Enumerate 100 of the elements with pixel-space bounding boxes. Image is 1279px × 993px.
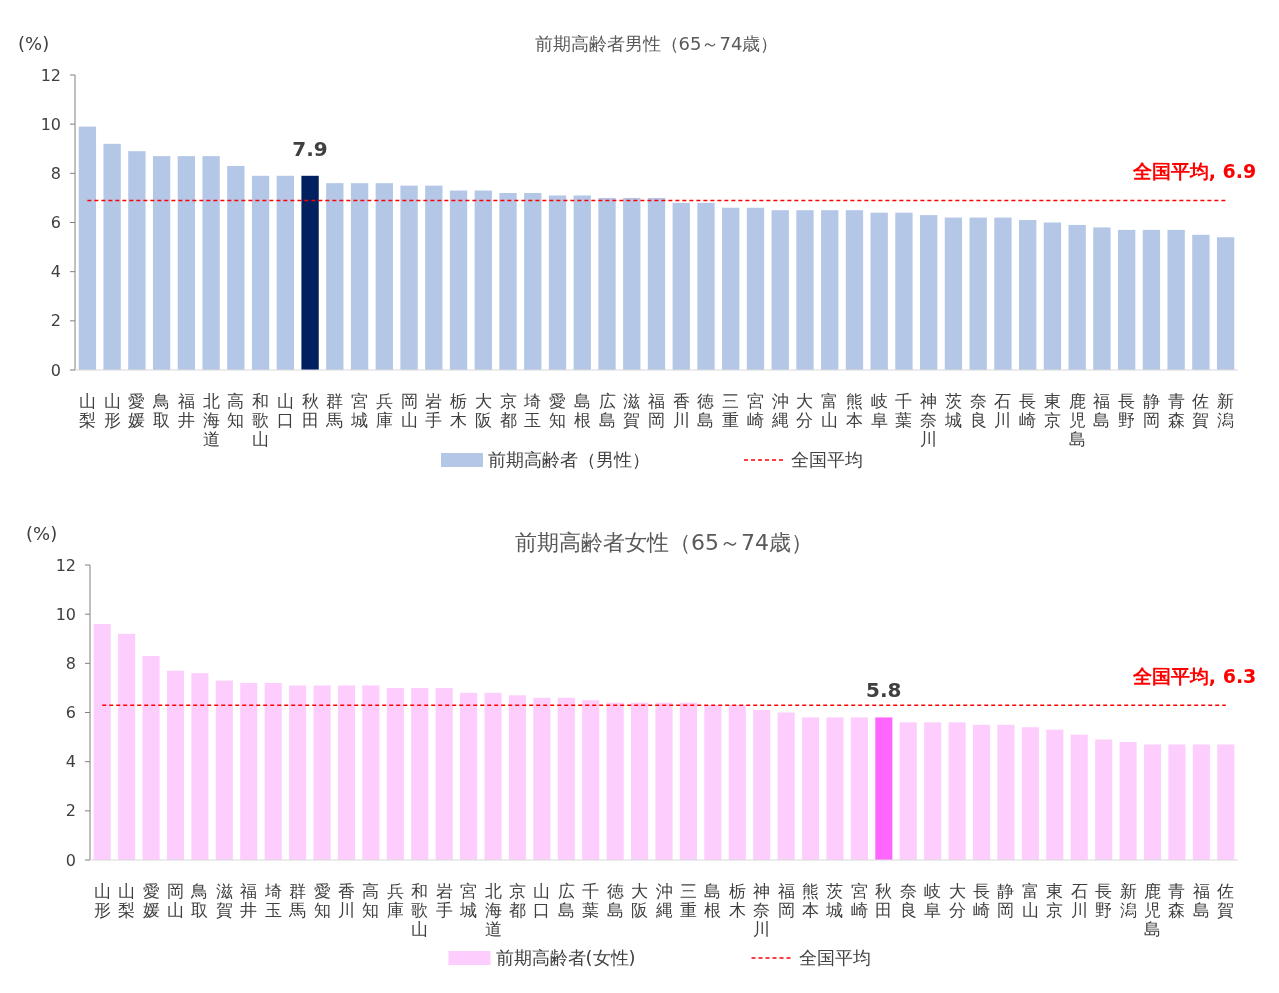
y-tick-label: 6 bbox=[50, 213, 61, 233]
bar bbox=[78, 126, 97, 370]
bar bbox=[997, 724, 1015, 860]
x-tick-label: 三重 bbox=[722, 391, 740, 430]
x-tick-label: 栃木 bbox=[728, 881, 746, 920]
y-tick-label: 4 bbox=[50, 262, 61, 282]
x-tick-label: 鹿児島 bbox=[1068, 391, 1086, 449]
y-tick-label: 12 bbox=[55, 555, 76, 575]
x-tick-label: 山梨 bbox=[118, 881, 136, 920]
x-tick-label: 千葉 bbox=[582, 881, 600, 920]
bar bbox=[753, 710, 771, 860]
bar bbox=[350, 183, 369, 370]
x-tick-label: 山形 bbox=[103, 391, 121, 430]
x-tick-label: 京都 bbox=[508, 881, 526, 920]
x-tick-label: 北海道 bbox=[484, 881, 502, 939]
x-tick-label: 徳島 bbox=[697, 391, 715, 430]
x-tick-label: 長野 bbox=[1118, 391, 1136, 430]
bar bbox=[118, 633, 136, 860]
x-tick-label: 岡山 bbox=[166, 881, 184, 920]
bar bbox=[411, 687, 429, 860]
bar bbox=[582, 700, 600, 860]
x-tick-label: 和歌山 bbox=[411, 881, 429, 939]
bar bbox=[337, 685, 356, 860]
x-tick-label: 大分 bbox=[948, 881, 966, 920]
bar bbox=[301, 175, 319, 370]
bar bbox=[103, 143, 121, 370]
bar bbox=[251, 175, 270, 370]
bar bbox=[1216, 237, 1235, 370]
x-tick-label: 新潟 bbox=[1119, 881, 1137, 920]
bar bbox=[672, 202, 690, 370]
bar bbox=[704, 705, 722, 860]
y-tick-label: 10 bbox=[55, 604, 76, 624]
y-axis-title: (%) bbox=[18, 33, 50, 54]
chart-title: 前期高齢者男性（65～74歳） bbox=[534, 33, 779, 54]
data-label: 7.9 bbox=[292, 136, 328, 161]
y-tick-label: 6 bbox=[65, 703, 76, 723]
x-tick-label: 三重 bbox=[679, 881, 697, 920]
bar bbox=[899, 722, 917, 860]
x-tick-label: 熊本 bbox=[845, 391, 863, 430]
bar bbox=[484, 692, 502, 860]
bar bbox=[972, 724, 991, 860]
bar bbox=[215, 680, 233, 860]
x-tick-label: 愛媛 bbox=[128, 391, 146, 430]
bar bbox=[289, 685, 307, 860]
x-tick-label: 東京 bbox=[1043, 391, 1061, 430]
x-tick-label: 広島 bbox=[557, 881, 575, 920]
x-tick-label: 高知 bbox=[227, 391, 245, 430]
x-tick-label: 島根 bbox=[573, 391, 591, 430]
y-tick-label: 0 bbox=[65, 850, 76, 870]
bar bbox=[1168, 744, 1186, 860]
x-tick-label: 佐賀 bbox=[1192, 391, 1210, 430]
bar bbox=[631, 702, 649, 860]
bar bbox=[240, 683, 258, 860]
bar bbox=[728, 705, 746, 860]
legend-label: 全国平均 bbox=[798, 947, 871, 969]
y-tick-label: 2 bbox=[65, 801, 76, 821]
x-tick-label: 大阪 bbox=[474, 391, 492, 430]
bar bbox=[870, 212, 888, 370]
bar bbox=[1142, 229, 1161, 370]
bar bbox=[524, 193, 542, 370]
x-tick-label: 長野 bbox=[1095, 881, 1113, 920]
x-tick-label: 石川 bbox=[1070, 881, 1088, 920]
x-tick-label: 北海道 bbox=[202, 391, 220, 449]
x-tick-label: 山口 bbox=[276, 391, 294, 430]
x-tick-label: 福岡 bbox=[648, 391, 665, 430]
bar bbox=[796, 210, 814, 370]
bar bbox=[920, 215, 938, 370]
bar bbox=[435, 687, 453, 860]
bar bbox=[1167, 229, 1185, 370]
x-tick-label: 青森 bbox=[1167, 391, 1185, 430]
bar bbox=[944, 217, 963, 370]
bar bbox=[362, 685, 380, 860]
x-tick-label: 富山 bbox=[821, 391, 839, 430]
bar bbox=[400, 185, 418, 370]
x-tick-label: 長崎 bbox=[1019, 391, 1037, 430]
x-tick-label: 沖縄 bbox=[654, 881, 673, 920]
x-tick-label: 群馬 bbox=[325, 391, 344, 430]
x-tick-label: 宮崎 bbox=[850, 881, 868, 920]
bar bbox=[1217, 744, 1235, 860]
bar bbox=[802, 717, 820, 860]
x-tick-label: 愛知 bbox=[313, 881, 331, 920]
bar bbox=[326, 183, 344, 370]
bar bbox=[1070, 734, 1088, 860]
bar bbox=[924, 722, 942, 860]
bar bbox=[142, 655, 160, 860]
bar bbox=[826, 717, 844, 860]
x-tick-label: 栃木 bbox=[450, 391, 468, 430]
bar bbox=[1095, 739, 1113, 860]
x-tick-label: 福島 bbox=[1192, 881, 1210, 920]
x-tick-label: 山口 bbox=[533, 881, 551, 920]
x-tick-label: 香川 bbox=[337, 881, 355, 920]
x-tick-label: 石川 bbox=[994, 391, 1012, 430]
bar bbox=[93, 624, 111, 860]
bar bbox=[460, 692, 478, 860]
bar bbox=[875, 717, 893, 860]
bar bbox=[1117, 229, 1136, 370]
annotation: 全国平均, 6.3 bbox=[1131, 665, 1257, 688]
bar bbox=[948, 722, 966, 860]
legend-label: 前期高齢者（男性） bbox=[488, 449, 650, 471]
y-tick-label: 0 bbox=[50, 360, 61, 380]
